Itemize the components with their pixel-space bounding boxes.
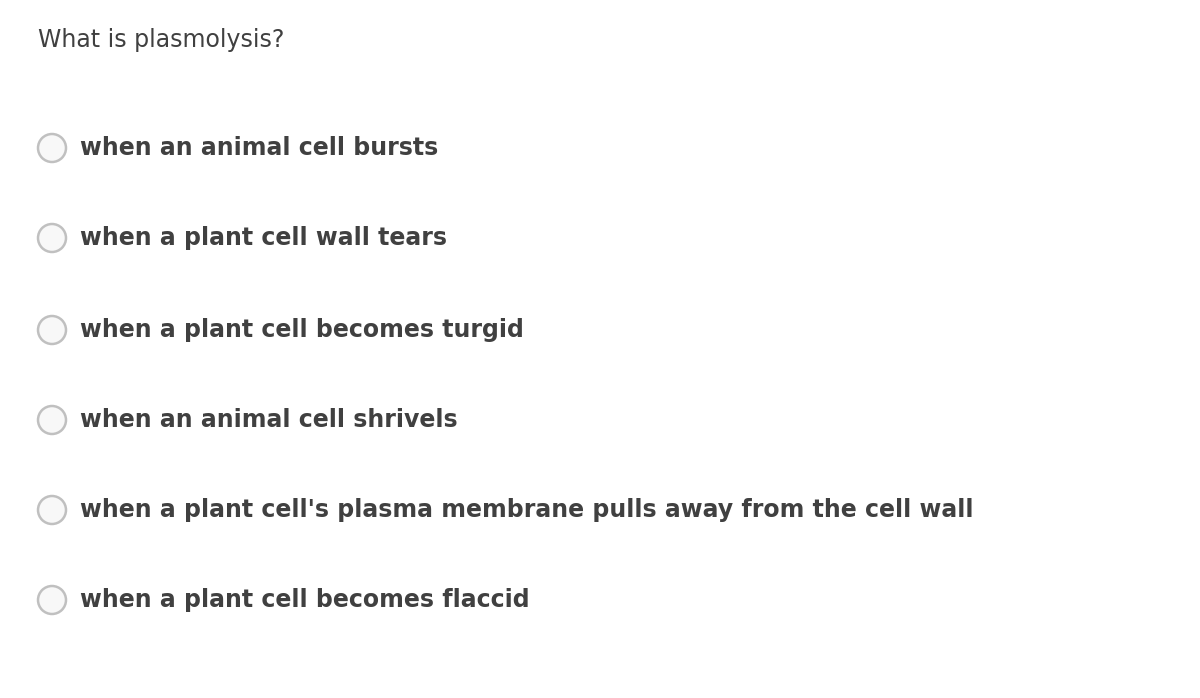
Text: when an animal cell shrivels: when an animal cell shrivels — [80, 408, 457, 432]
Text: What is plasmolysis?: What is plasmolysis? — [38, 28, 284, 52]
Text: when a plant cell becomes flaccid: when a plant cell becomes flaccid — [80, 588, 529, 612]
Text: when an animal cell bursts: when an animal cell bursts — [80, 136, 438, 160]
Text: when a plant cell becomes turgid: when a plant cell becomes turgid — [80, 318, 524, 342]
Ellipse shape — [38, 224, 66, 252]
Ellipse shape — [38, 496, 66, 524]
Ellipse shape — [38, 406, 66, 434]
Text: when a plant cell wall tears: when a plant cell wall tears — [80, 226, 446, 250]
Ellipse shape — [38, 316, 66, 344]
Text: when a plant cell's plasma membrane pulls away from the cell wall: when a plant cell's plasma membrane pull… — [80, 498, 973, 522]
Ellipse shape — [38, 134, 66, 162]
Ellipse shape — [38, 586, 66, 614]
